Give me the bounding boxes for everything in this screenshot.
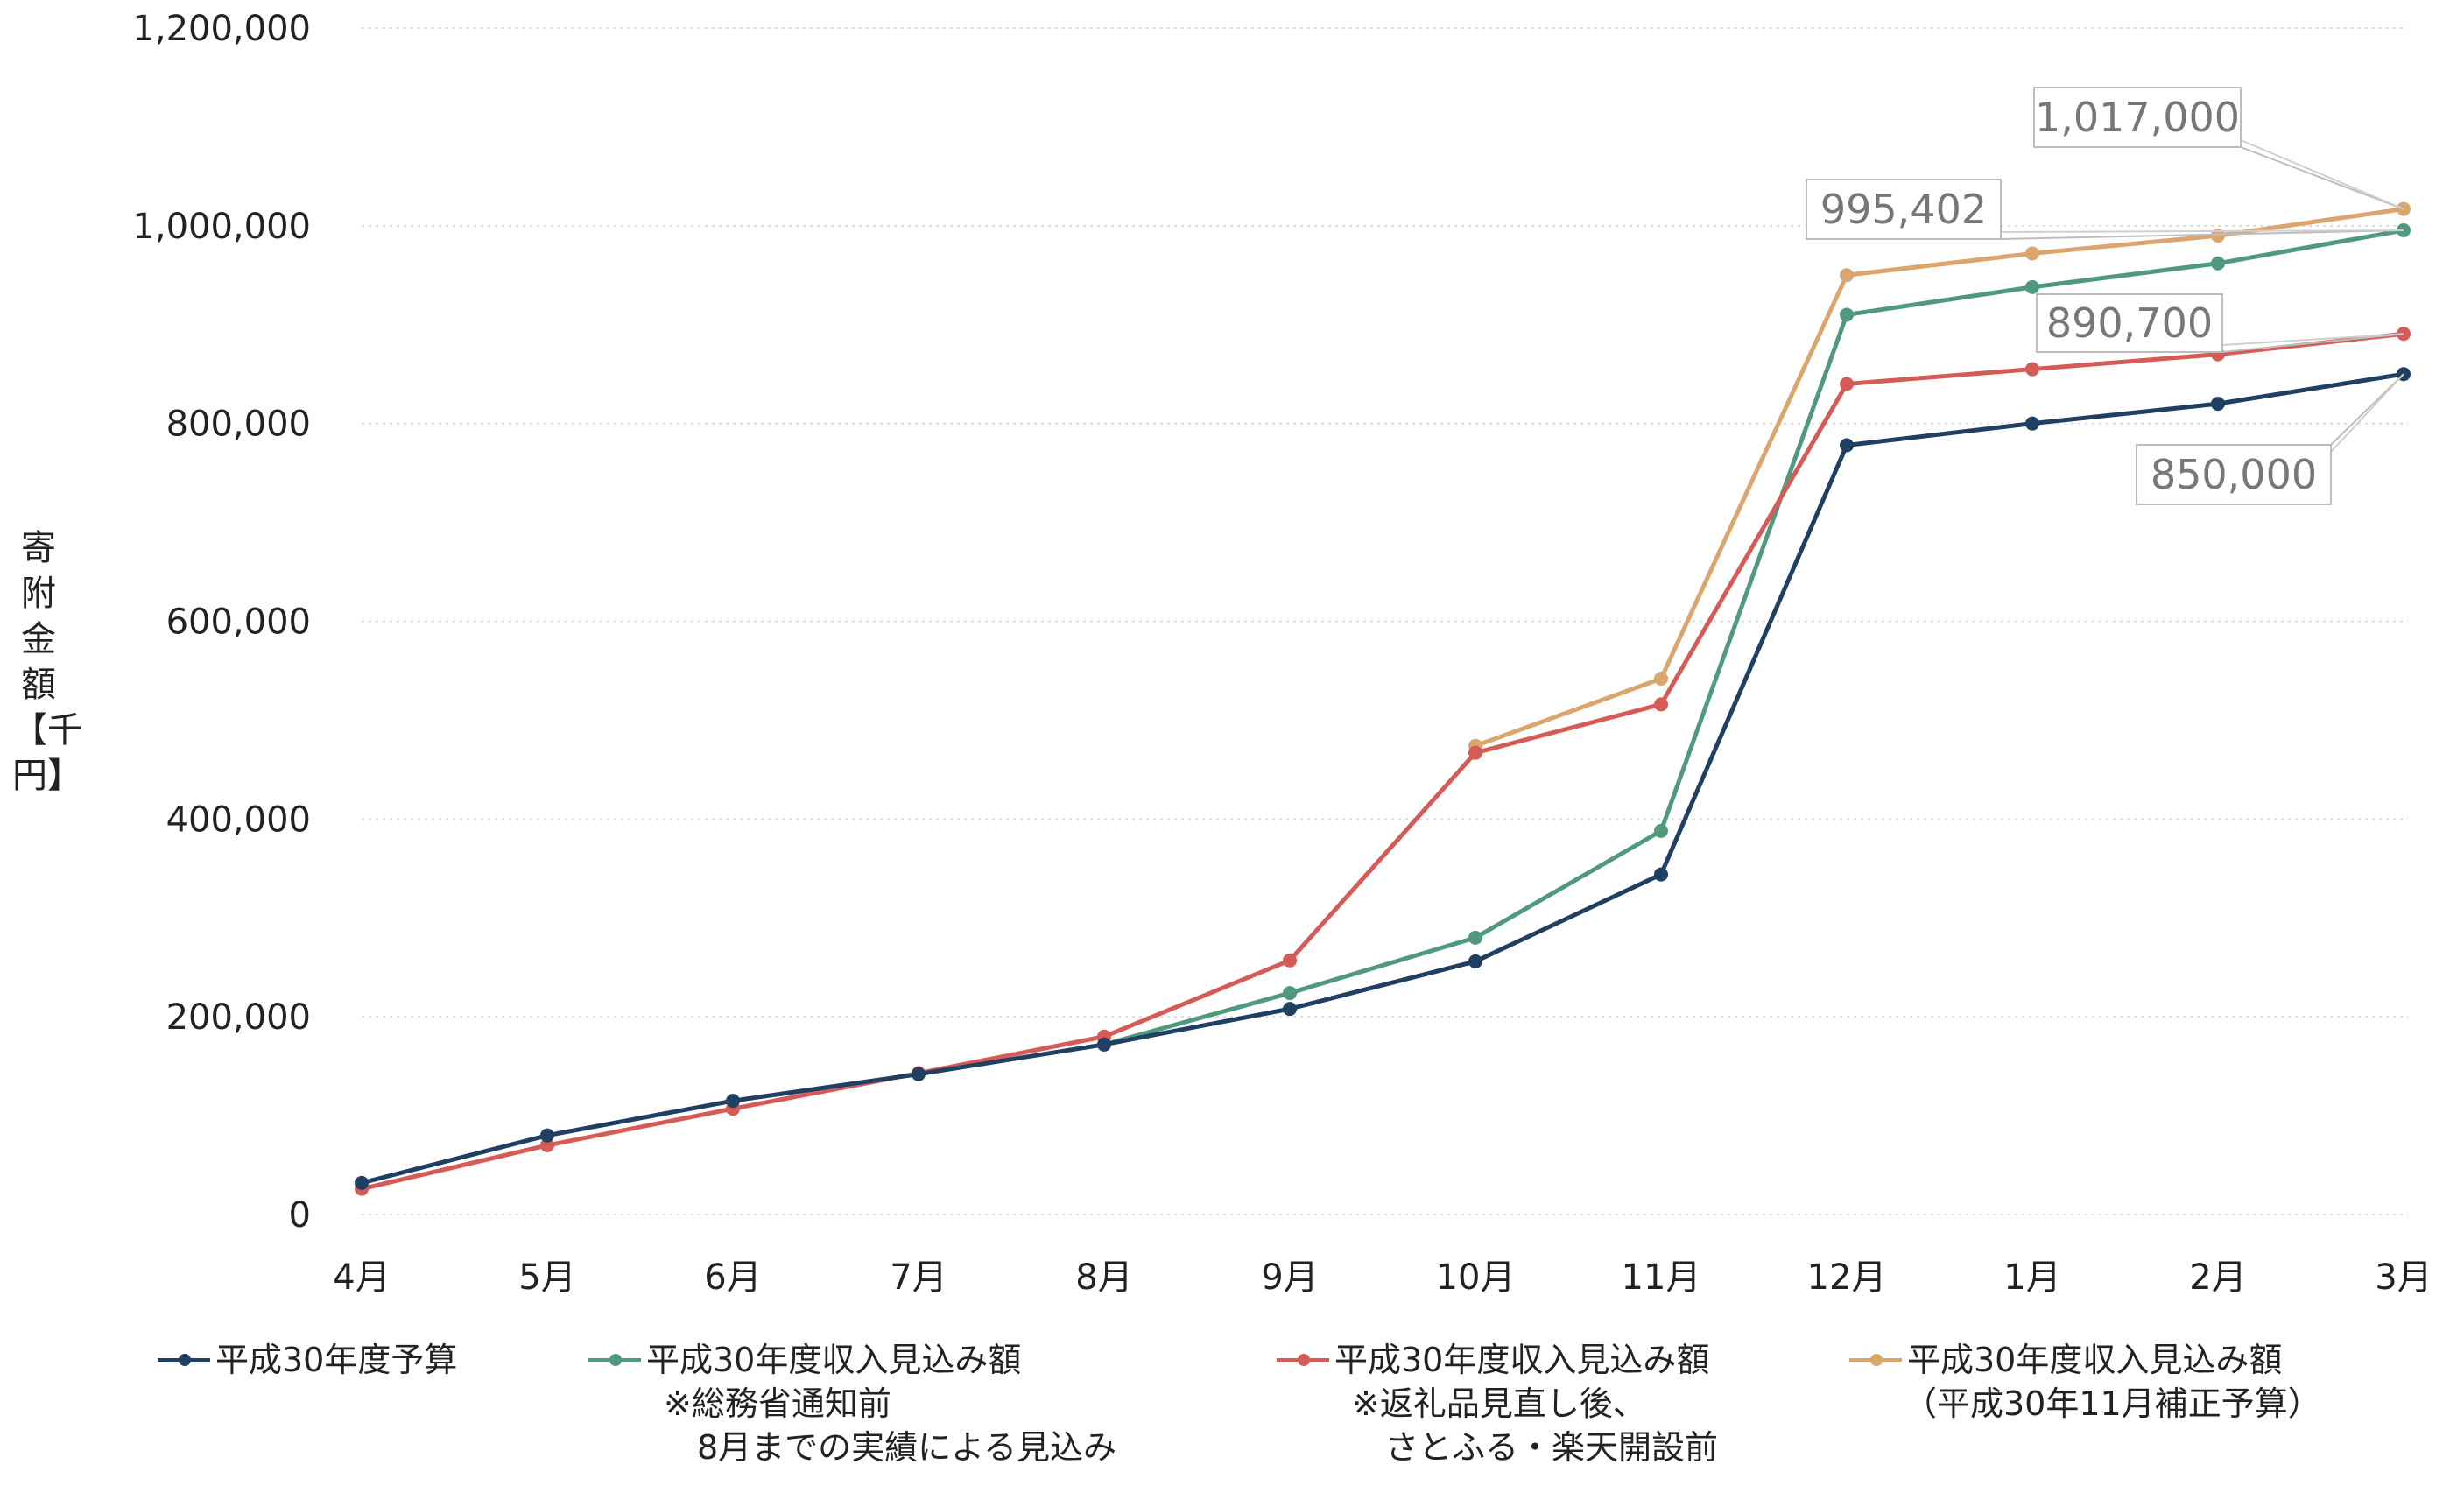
data-point — [1097, 1037, 1111, 1052]
x-tick-label: 5月 — [518, 1257, 575, 1298]
callout-leader — [2221, 333, 2404, 353]
data-point — [2025, 246, 2039, 261]
y-axis-ticks: 0 200,000 400,000 600,000 800,000 1,000,000 1,… — [132, 9, 311, 1236]
callout-label: 995,402 — [1820, 186, 1987, 233]
data-point — [912, 1067, 926, 1081]
legend-swatch — [588, 1354, 641, 1366]
callout-box — [1806, 179, 2002, 240]
legend-note: ※返礼品見直し後、 さとふる・楽天開設前 — [1352, 1384, 1719, 1467]
data-point — [1654, 671, 1668, 686]
data-point — [1654, 697, 1668, 712]
callout-leader — [2240, 146, 2404, 210]
callout-box — [2033, 87, 2242, 148]
callout-leader — [2240, 139, 2404, 210]
y-tick-label: 200,000 — [166, 997, 311, 1038]
x-tick-label: 1月 — [2003, 1257, 2060, 1298]
legend-swatch — [1849, 1354, 1902, 1366]
y-tick-label: 400,000 — [166, 799, 311, 840]
data-point — [1283, 986, 1297, 1001]
data-point — [1654, 823, 1668, 838]
y-tick-label: 1,200,000 — [132, 9, 311, 49]
x-tick-label: 4月 — [333, 1257, 390, 1298]
data-point — [540, 1128, 554, 1143]
legend-item-estimate-before-notice: 平成30年度収入見込み額 ※総務省通知前 8月までの実績による見込み — [588, 1338, 1116, 1478]
callout-leader — [2330, 373, 2404, 453]
y-tick-label: 800,000 — [166, 405, 311, 445]
x-tick-label: 7月 — [890, 1257, 947, 1298]
data-point — [1840, 268, 1854, 283]
x-tick-label: 9月 — [1261, 1257, 1318, 1298]
data-point — [1283, 1002, 1297, 1017]
legend-swatch — [1277, 1354, 1329, 1366]
callout-leader — [2000, 229, 2404, 240]
legend-item-budget: 平成30年度予算 — [158, 1338, 457, 1478]
data-point — [2211, 397, 2225, 412]
data-point — [1468, 745, 1482, 760]
legend-note: （平成30年11月補正予算） — [1904, 1384, 2321, 1423]
callout-label: 850,000 — [2151, 451, 2317, 498]
y-tick-label: 0 — [289, 1195, 311, 1236]
y-tick-label: 600,000 — [166, 602, 311, 643]
legend-item-supplementary-budget: 平成30年度収入見込み額 （平成30年11月補正予算） — [1849, 1338, 2321, 1478]
callout-label: 1,017,000 — [2035, 94, 2240, 141]
data-point — [1840, 438, 1854, 453]
data-point — [2025, 362, 2039, 377]
legend-label: 平成30年度収入見込み額 — [1907, 1341, 2283, 1379]
data-point — [1840, 307, 1854, 322]
legend-label: 平成30年度収入見込み額 — [646, 1341, 1022, 1379]
callout-box — [2036, 293, 2223, 353]
legend-label: 平成30年度予算 — [215, 1341, 458, 1379]
data-point — [2211, 256, 2225, 271]
y-tick-label: 1,000,000 — [132, 207, 311, 247]
callout-leader — [2000, 229, 2404, 233]
data-point — [1283, 953, 1297, 968]
callout-box — [2136, 444, 2332, 505]
x-tick-label: 6月 — [704, 1257, 761, 1298]
series-line-0 — [361, 371, 2404, 1186]
data-point — [355, 1175, 369, 1190]
data-point — [1654, 867, 1668, 882]
series-line-2 — [361, 331, 2404, 1192]
callout-leader — [2221, 333, 2404, 346]
x-tick-label: 3月 — [2375, 1257, 2432, 1298]
x-tick-label: 11月 — [1622, 1257, 1701, 1298]
legend-swatch — [158, 1354, 210, 1366]
series-line-1 — [1103, 228, 2404, 1047]
legend-note: ※総務省通知前 8月までの実績による見込み — [664, 1384, 1117, 1467]
data-point — [1840, 377, 1854, 391]
x-tick-label: 2月 — [2189, 1257, 2246, 1298]
data-point — [726, 1094, 740, 1109]
x-tick-label: 8月 — [1075, 1257, 1132, 1298]
data-point — [2025, 416, 2039, 431]
legend-label: 平成30年度収入見込み額 — [1334, 1341, 1710, 1379]
y-axis-title: 寄附金額【千円】 — [12, 528, 82, 796]
legend-item-estimate-after-review: 平成30年度収入見込み額 ※返礼品見直し後、 さとふる・楽天開設前 — [1277, 1338, 1718, 1478]
callouts: 1,017,000 995,402 890,700 850,000 — [1806, 87, 2404, 505]
data-point — [1468, 954, 1482, 968]
x-axis-ticks: 4月 5月 6月 7月 8月 9月 10月 11月 12月 1月 2月 3月 — [333, 1257, 2432, 1298]
x-tick-label: 10月 — [1436, 1257, 1516, 1298]
data-point — [540, 1137, 554, 1152]
data-point — [1468, 930, 1482, 945]
data-point — [2025, 279, 2039, 294]
data-point — [2211, 229, 2225, 243]
callout-label: 890,700 — [2046, 299, 2213, 347]
x-tick-label: 12月 — [1807, 1257, 1887, 1298]
grid-lines — [362, 27, 2408, 1215]
